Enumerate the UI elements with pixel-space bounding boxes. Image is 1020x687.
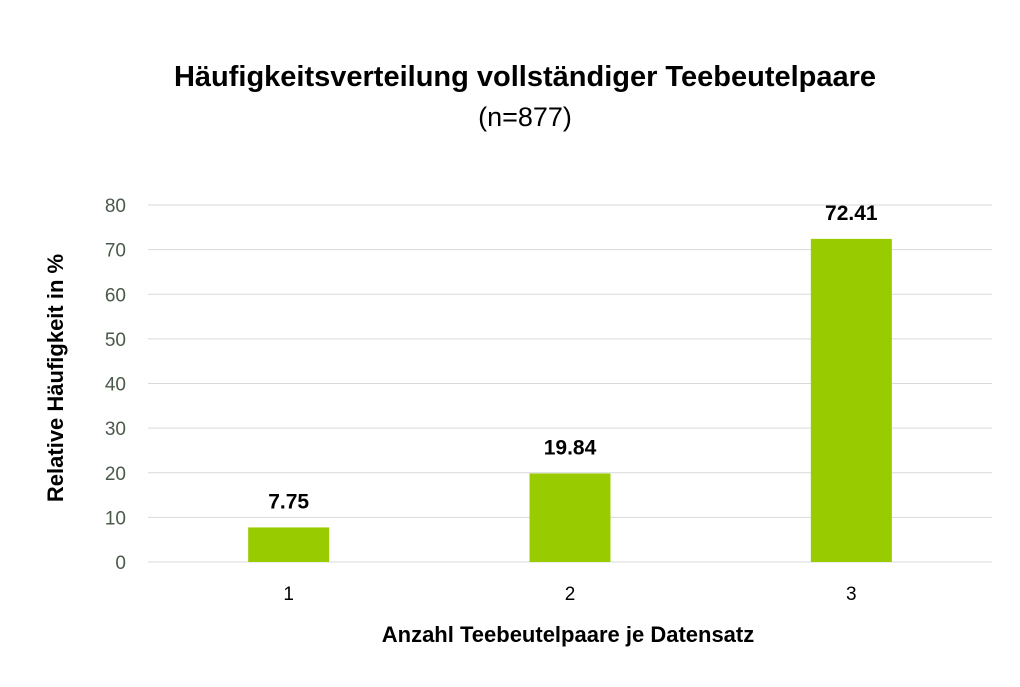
x-tick-label: 1 [283, 584, 294, 605]
y-tick-label: 10 [105, 508, 126, 529]
data-label-3: 72.41 [825, 202, 878, 225]
y-tick-label: 20 [105, 464, 126, 485]
y-tick-label: 80 [105, 196, 126, 217]
x-axis-title: Anzahl Teebeutelpaare je Datensatz [382, 622, 755, 647]
bar-1 [248, 527, 330, 562]
y-tick-label: 70 [105, 241, 126, 262]
y-tick-label: 50 [105, 330, 126, 351]
x-tick-label: 3 [846, 584, 857, 605]
bar-2 [529, 473, 611, 562]
y-tick-label: 60 [105, 285, 126, 306]
y-axis-ticks: 0 10 20 30 40 50 60 70 80 [105, 196, 126, 574]
y-axis-title: Relative Häufigkeit in % [43, 254, 68, 502]
chart-title: Häufigkeitsverteilung vollständiger Teeb… [174, 61, 876, 93]
x-axis-ticks: 1 2 3 [283, 584, 856, 605]
data-labels: 7.75 19.84 72.41 [268, 202, 878, 514]
y-tick-label: 40 [105, 375, 126, 396]
x-tick-label: 2 [565, 584, 576, 605]
bar-3 [810, 238, 892, 563]
data-label-1: 7.75 [268, 490, 309, 513]
chart-subtitle: (n=877) [478, 102, 572, 132]
data-label-2: 19.84 [544, 436, 597, 459]
bars [248, 238, 892, 563]
y-tick-label: 0 [115, 553, 126, 574]
gridlines [148, 204, 992, 563]
y-tick-label: 30 [105, 419, 126, 440]
